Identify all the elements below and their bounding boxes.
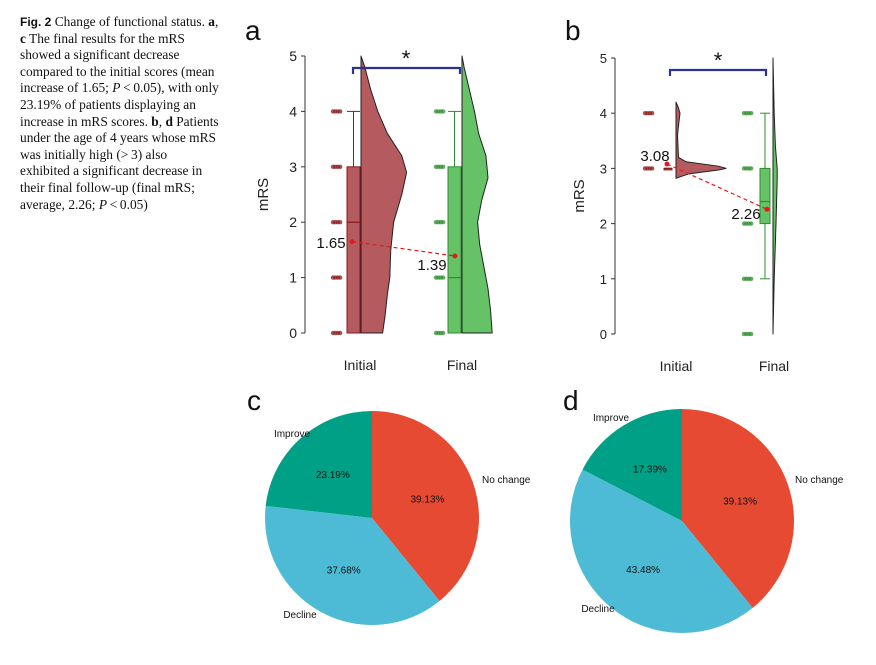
x-tick-label: Final [447,357,477,373]
rain-point [338,330,343,336]
caption-text: , [214,14,219,29]
y-tick-label: 3 [600,161,607,176]
panel-d-pie: d 39.13% No change 43.48% Decline 17.39% Impro… [563,385,844,633]
rain-point [441,330,446,336]
pie-slice [372,411,479,601]
pie-category-label: No change [482,475,531,486]
y-axis-title: mRS [255,178,272,211]
caption-panel-ref: a [208,14,215,29]
rain-point [650,166,655,171]
pie-value-label: 37.68% [327,566,361,577]
rain-point [749,331,754,337]
significance-star: * [714,48,723,73]
y-tick-label: 5 [289,48,297,64]
y-tick-label: 2 [289,214,297,230]
pie-slice [570,469,753,633]
pie-slice [264,505,440,625]
mean-point [452,253,458,259]
pie-category-label: Decline [581,604,615,615]
pie-value-label: 23.19% [316,470,350,481]
caption-panel-ref: d [165,113,173,129]
significance-bracket [668,68,768,76]
rain-point [441,220,446,225]
y-tick-label: 1 [289,270,297,286]
mean-point [764,206,770,212]
y-tick-label: 2 [600,217,607,232]
pie-category-label: Decline [283,610,317,621]
mean-label: 2.26 [731,206,760,223]
caption-p-symbol: P [112,80,121,96]
rain-point [441,164,446,169]
rain-point [749,221,754,226]
panel-letter: d [563,385,579,416]
rain-point [441,275,446,280]
x-tick-label: Initial [660,358,693,374]
box-body [447,166,462,334]
panel-letter: b [565,15,581,46]
rain-point [338,275,343,280]
pie-slice [265,411,372,518]
rain-point [441,109,446,114]
y-tick-label: 3 [289,159,297,175]
mean-point [349,239,355,245]
rain-point [338,220,343,225]
y-tick-label: 4 [289,103,297,119]
rain-point [749,166,754,171]
y-tick-label: 0 [600,327,607,342]
rain-point [650,111,655,116]
density-cloud [360,55,408,334]
density-cloud [461,55,493,334]
figure-label: Fig. 2 [20,15,52,29]
pie-slice [682,409,794,608]
y-tick-label: 5 [600,51,607,66]
pie-value-label: 39.13% [723,496,757,507]
panel-a-raincloud: a 0 1 2 3 4 5 mRS Initial Final 1.65 1.39 * [245,15,493,373]
x-tick-label: Final [759,358,789,374]
mean-connector [666,163,768,210]
panel-letter: a [245,15,261,46]
density-cloud [772,57,778,335]
pie-slice [582,409,682,521]
mean-label: 3.08 [640,148,669,165]
caption-text: Change of functional status. [51,14,209,29]
caption-p-symbol: P [98,196,108,212]
panel-letter: c [247,385,261,416]
pie-category-label: Improve [593,413,630,424]
rain-point [338,164,343,169]
caption-panel-ref: c [20,30,26,46]
mean-label: 1.65 [316,235,345,252]
caption-panel-ref: b [151,113,159,129]
x-tick-label: Initial [344,357,377,373]
pie-category-label: Improve [274,429,311,440]
box-body [759,167,771,225]
rain-point [338,109,343,114]
pie-category-label: No change [795,475,844,486]
pie-value-label: 43.48% [626,565,660,576]
panel-b-raincloud: b 0 1 2 3 4 5 mRS Initial Final 3.08 2.26 * [565,15,789,374]
caption-text: Patients under the age of 4 years whose … [20,113,219,212]
panel-c-pie: c 39.13% No change 37.68% Decline 23.19% Impro… [247,385,531,625]
pie-value-label: 17.39% [633,464,667,475]
mean-label: 1.39 [417,257,446,274]
pie-value-label: 39.13% [410,494,444,505]
caption-text: , [158,113,166,129]
mean-connector [351,240,456,257]
y-tick-label: 0 [289,325,297,341]
y-tick-label: 4 [600,106,607,121]
box-body [346,166,361,334]
density-cloud [675,101,727,179]
y-tick-label: 1 [600,272,607,287]
rain-point [749,276,754,281]
caption-text: < 0.05) [107,196,148,212]
caption-text: < 0.05), with only 23.19% of patients di… [20,80,219,129]
mean-point [664,161,670,167]
caption-text: The final results for the mRS showed a s… [20,30,215,96]
figure-caption: Fig. 2 Change of functional status. a, c… [20,14,220,213]
significance-bracket [351,66,462,74]
significance-star: * [402,46,411,71]
rain-point [749,111,754,116]
y-axis-title: mRS [571,179,588,212]
